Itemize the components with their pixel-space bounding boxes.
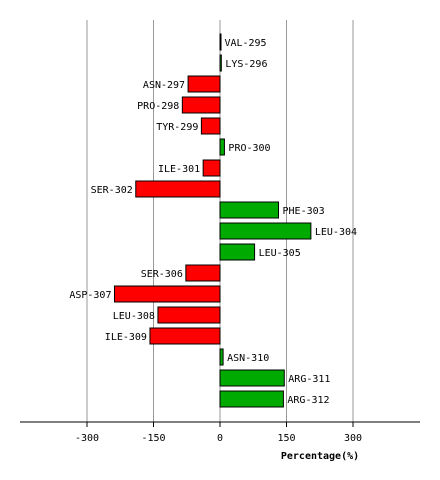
bar-labels: VAL-295 LYS-296 ASN-297 PRO-298 TYR-299 PRO-3… — [69, 38, 357, 406]
bar-tyr-299 — [200, 117, 221, 135]
bar-label-arg-312: ARG-312 — [287, 395, 329, 406]
bar-ser-302 — [135, 180, 221, 198]
bar-label-leu-305: LEU-305 — [259, 248, 301, 259]
bar-asp-307 — [113, 285, 221, 303]
x-axis-title: Percentage(%) — [281, 451, 359, 462]
bar-label-asn-297: ASN-297 — [143, 80, 185, 91]
bar-label-ile-301: ILE-301 — [158, 164, 200, 175]
bar-label-asp-307: ASP-307 — [69, 290, 111, 301]
bar-ser-306 — [185, 264, 221, 282]
x-tick-label: 300 — [344, 433, 362, 444]
bar-label-ser-302: SER-302 — [91, 185, 133, 196]
bar-label-tyr-299: TYR-299 — [156, 122, 198, 133]
bar-label-asn-310: ASN-310 — [227, 353, 269, 364]
x-tick-label: -150 — [141, 433, 165, 444]
bar-leu-308 — [157, 306, 221, 324]
bar-label-arg-311: ARG-311 — [288, 374, 330, 385]
bar-arg-312 — [219, 390, 284, 408]
bar-lys-296 — [219, 54, 222, 72]
bar-label-val-295: VAL-295 — [224, 38, 266, 49]
bar-label-phe-303: PHE-303 — [283, 206, 325, 217]
x-axis-ticks: -300 -150 0 150 300 — [75, 422, 362, 444]
bars — [113, 33, 312, 408]
bar-pro-300 — [219, 138, 225, 156]
bar-asn-310 — [219, 348, 224, 366]
bar-label-pro-298: PRO-298 — [137, 101, 179, 112]
bar-label-pro-300: PRO-300 — [228, 143, 270, 154]
bar-val-295 — [219, 33, 222, 51]
bar-asn-297 — [187, 75, 221, 93]
bar-arg-311 — [219, 369, 285, 387]
bar-label-leu-308: LEU-308 — [113, 311, 155, 322]
bar-ile-309 — [149, 327, 221, 345]
x-tick-label: 0 — [217, 433, 223, 444]
x-tick-label: 150 — [277, 433, 295, 444]
bar-leu-304 — [219, 222, 312, 240]
bar-label-leu-304: LEU-304 — [315, 227, 357, 238]
bar-phe-303 — [219, 201, 280, 219]
bar-label-lys-296: LYS-296 — [225, 59, 267, 70]
x-tick-label: -300 — [75, 433, 99, 444]
bar-ile-301 — [202, 159, 221, 177]
bar-leu-305 — [219, 243, 256, 261]
bar-label-ser-306: SER-306 — [141, 269, 183, 280]
bar-pro-298 — [181, 96, 221, 114]
bar-label-ile-309: ILE-309 — [105, 332, 147, 343]
